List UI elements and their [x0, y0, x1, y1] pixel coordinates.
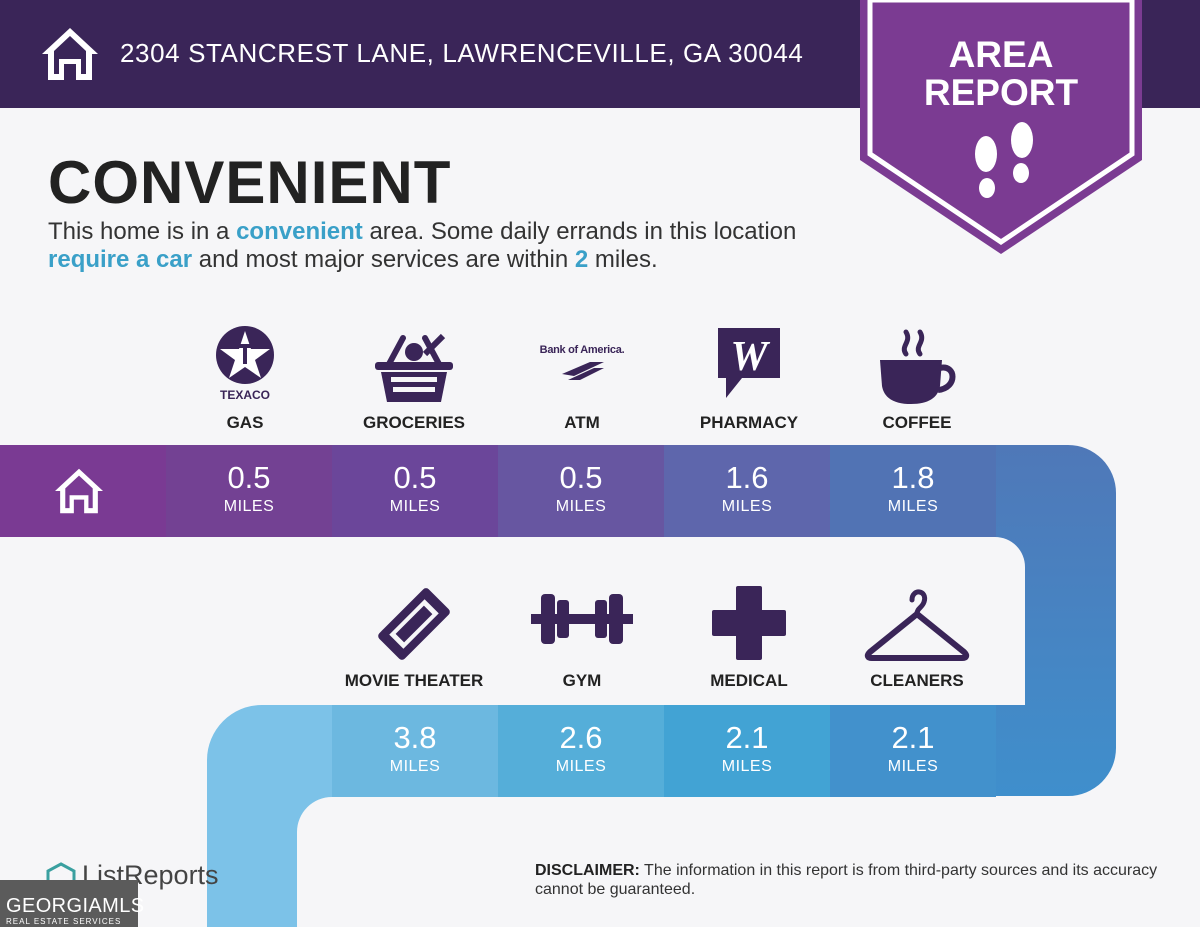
- property-address: 2304 STANCREST LANE, LAWRENCEVILLE, GA 3…: [120, 38, 804, 68]
- distance-cell-atm: 0.5 MILES: [498, 445, 664, 537]
- georgia-mls-watermark: GEORGIAMLS REAL ESTATE SERVICES: [0, 880, 144, 927]
- badge-title: AREA REPORT: [923, 34, 1079, 113]
- bank-of-america-logo-text: Bank of America.: [539, 344, 625, 356]
- category-label-gas: GAS: [226, 413, 264, 432]
- distance-cell-groceries: 0.5 MILES: [332, 445, 498, 537]
- category-label-medical: MEDICAL: [710, 671, 788, 690]
- distance-cell-coffee: 1.8 MILES: [830, 445, 996, 537]
- svg-text:W: W: [730, 334, 770, 380]
- distance-cell-cleaners: 2.1 MILES: [830, 705, 996, 797]
- distance-cell-medical: 2.1 MILES: [664, 705, 830, 797]
- category-label-gym: GYM: [562, 671, 602, 690]
- page-title: CONVENIENT: [48, 149, 452, 216]
- area-report-badge: [860, 0, 1142, 254]
- walgreens-icon: W: [718, 328, 780, 398]
- footprints-icon: [975, 122, 1033, 198]
- category-label-atm: ATM: [564, 413, 600, 432]
- bank-of-america-icon: [562, 362, 604, 380]
- coffee-cup-icon: [880, 329, 956, 404]
- category-label-pharmacy: PHARMACY: [699, 413, 799, 432]
- category-label-movie-theater: MOVIE THEATER: [344, 671, 484, 690]
- distance-cell-movie-theater: 3.8 MILES: [332, 705, 498, 797]
- grocery-basket-icon: [375, 333, 453, 402]
- distance-cell-gym: 2.6 MILES: [498, 705, 664, 797]
- distance-cell-pharmacy: 1.6 MILES: [664, 445, 830, 537]
- category-label-cleaners: CLEANERS: [870, 671, 964, 690]
- home-start-cell: [0, 445, 166, 537]
- texaco-star-icon: [216, 326, 274, 384]
- distance-cell-gas: 0.5 MILES: [166, 445, 332, 537]
- house-icon: [42, 28, 98, 80]
- category-label-groceries: GROCERIES: [362, 413, 466, 432]
- ticket-icon: [378, 588, 450, 660]
- category-label-coffee: COFFEE: [882, 413, 952, 432]
- texaco-logo-text: TEXACO: [219, 388, 270, 402]
- medical-cross-icon: [712, 586, 786, 660]
- house-icon: [55, 468, 103, 514]
- disclaimer: DISCLAIMER: The information in this repo…: [535, 862, 1158, 898]
- dumbbell-icon: [531, 594, 633, 644]
- area-description: This home is in a convenient area. Some …: [48, 218, 797, 273]
- route-path: [207, 445, 1116, 927]
- clothes-hanger-icon: [864, 589, 970, 661]
